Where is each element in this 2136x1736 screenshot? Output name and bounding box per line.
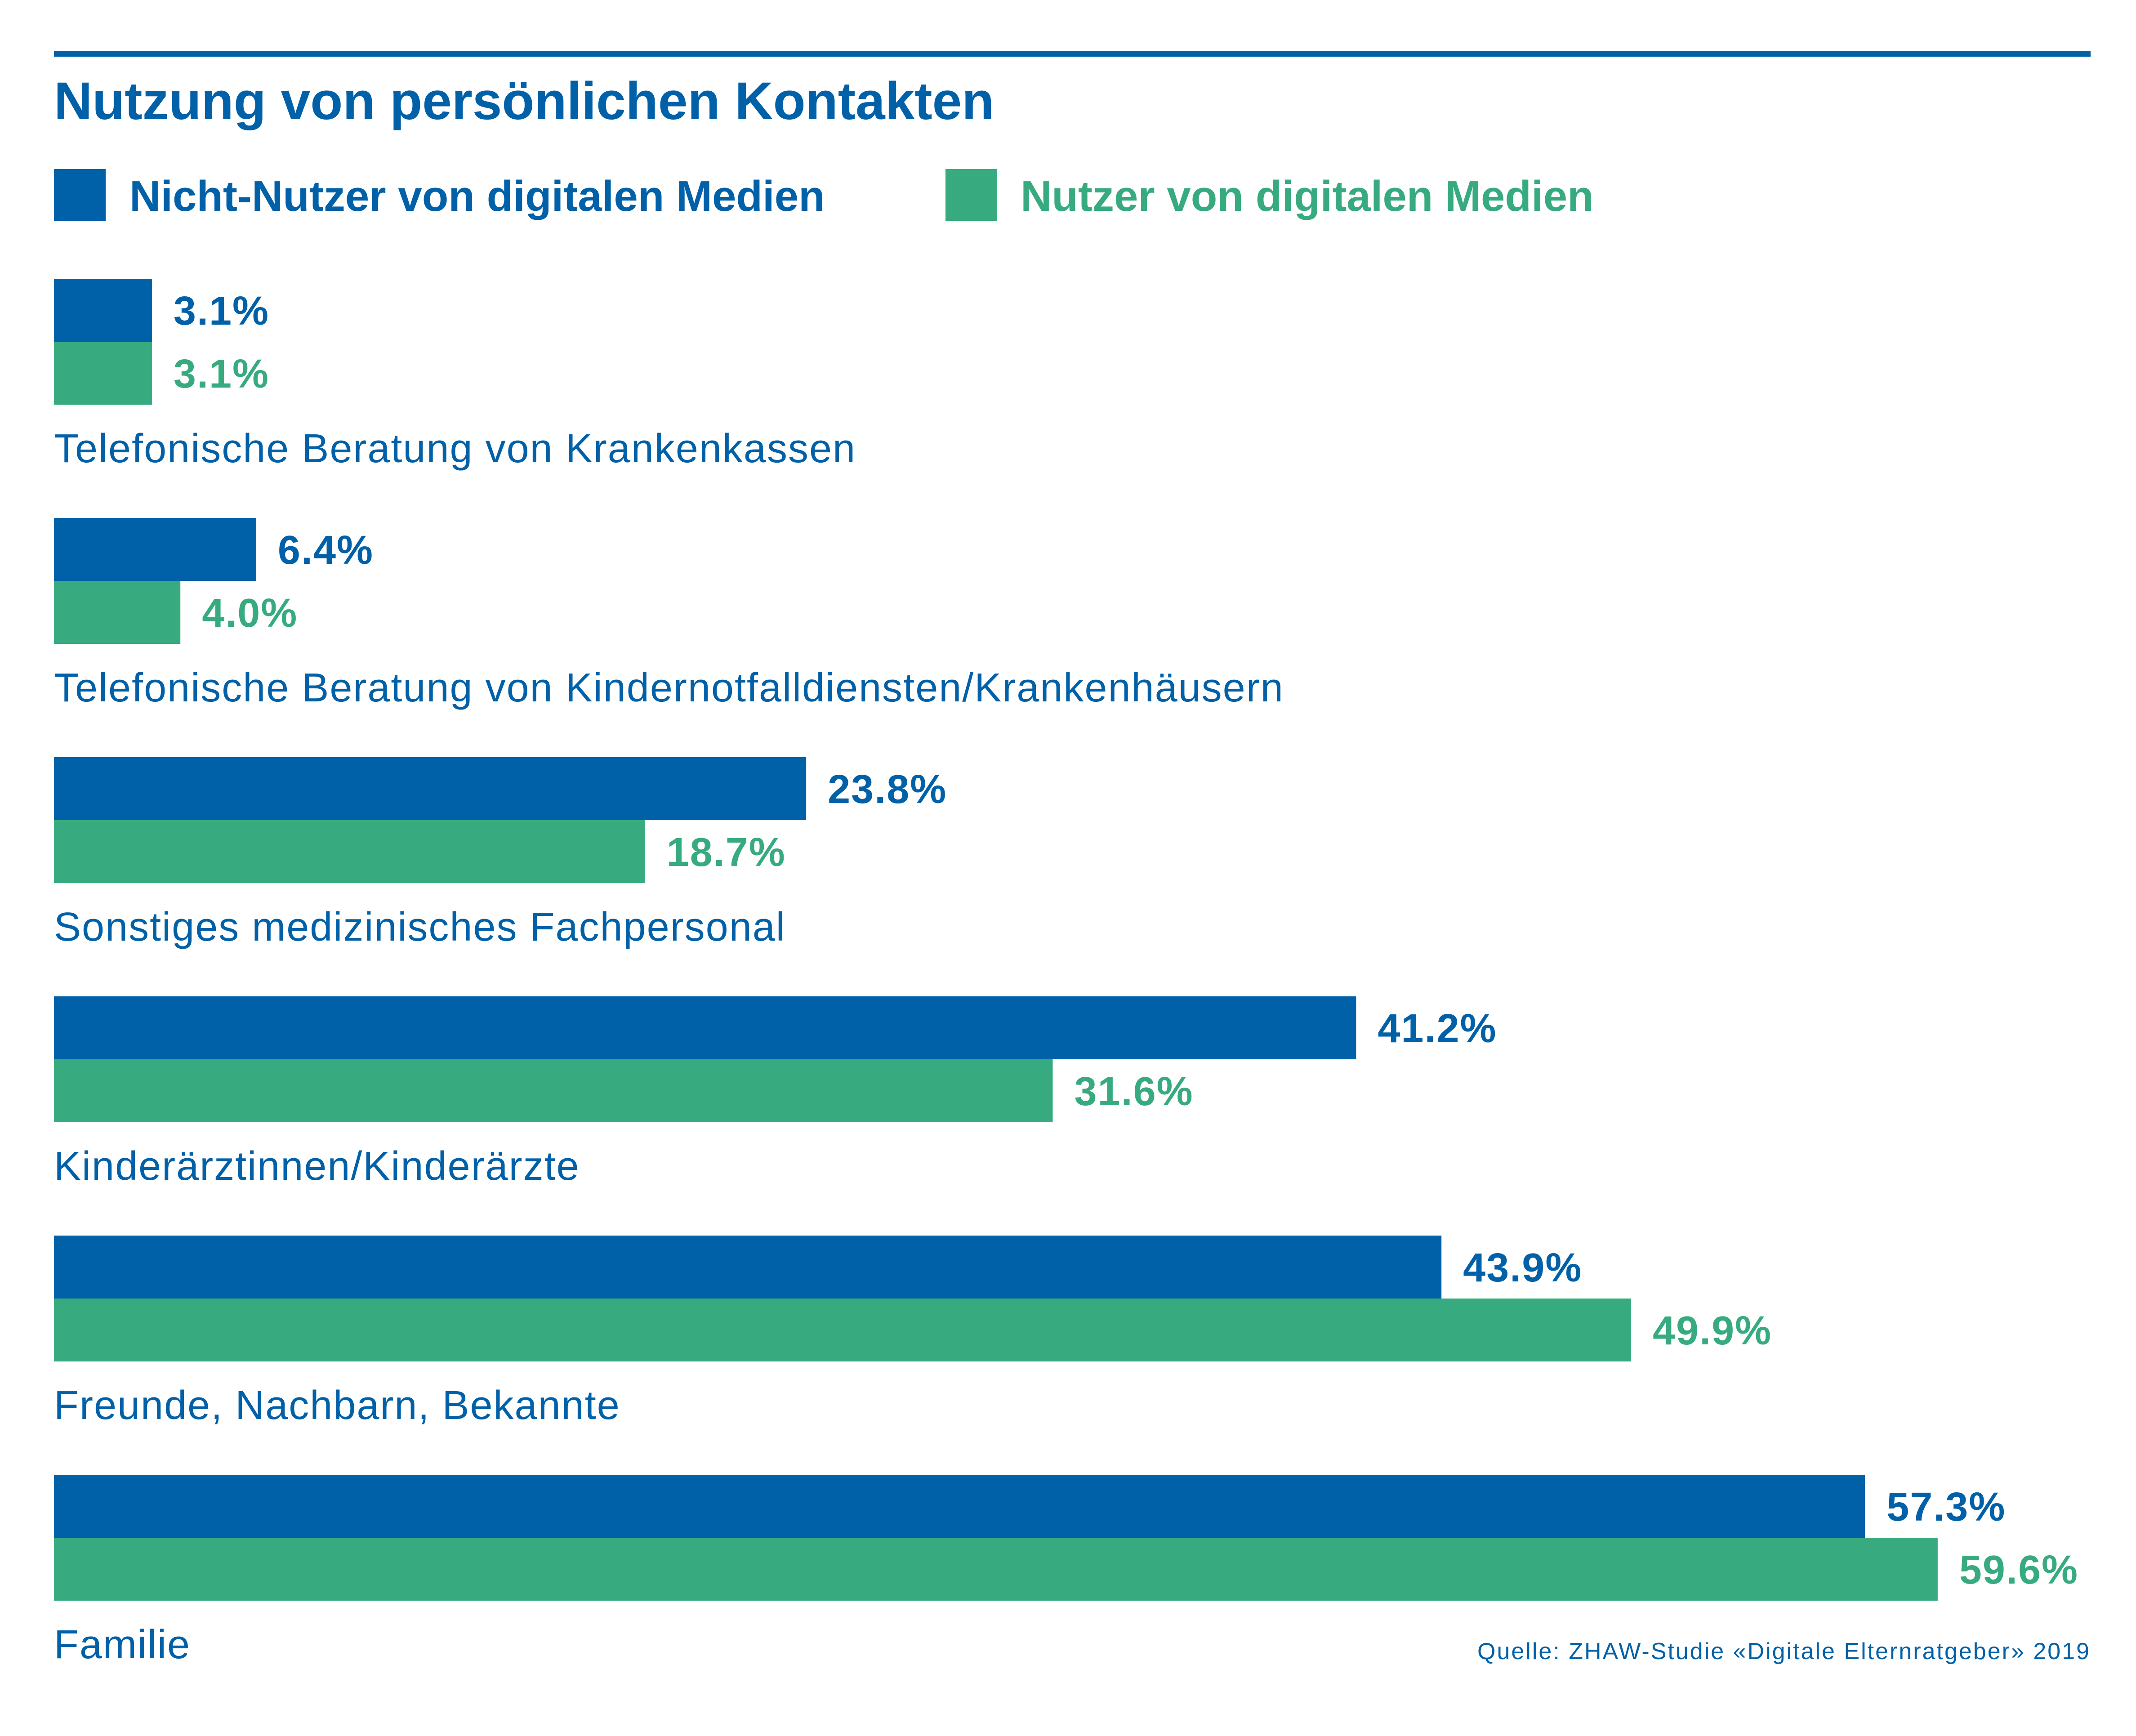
bar-non-users-4 <box>54 1236 1442 1299</box>
value-label-users-2: 18.7% <box>667 830 786 875</box>
category-label-0: Telefonische Beratung von Krankenkassen <box>54 426 856 471</box>
legend-label-non-users: Nicht-Nutzer von digitalen Medien <box>129 172 825 220</box>
value-label-users-1: 4.0% <box>202 591 298 636</box>
bar-users-0 <box>54 342 152 405</box>
legend-swatch-non-users <box>54 169 106 221</box>
value-label-non-users-3: 41.2% <box>1378 1006 1497 1051</box>
bar-users-2 <box>54 820 645 883</box>
category-label-1: Telefonische Beratung von Kindernotfalld… <box>54 665 1284 710</box>
bar-non-users-3 <box>54 996 1356 1059</box>
legend-label-users: Nutzer von digitalen Medien <box>1021 172 1594 220</box>
bar-users-1 <box>54 581 181 644</box>
bar-non-users-0 <box>54 279 152 342</box>
value-label-users-0: 3.1% <box>174 352 269 397</box>
bar-users-3 <box>54 1059 1053 1122</box>
value-label-users-5: 59.6% <box>1959 1548 2078 1593</box>
bar-users-5 <box>54 1538 1938 1601</box>
bar-users-4 <box>54 1299 1631 1361</box>
bars-group: 3.1% 3.1% Telefonische Beratung von Kranke… <box>54 279 2078 1667</box>
value-label-non-users-2: 23.8% <box>828 767 947 812</box>
legend-swatch-users <box>945 169 997 221</box>
top-rule <box>54 51 2091 57</box>
bar-non-users-1 <box>54 518 256 581</box>
value-label-non-users-1: 6.4% <box>278 528 374 573</box>
source-note: Quelle: ZHAW-Studie «Digitale Elternratg… <box>1477 1638 2091 1665</box>
bar-non-users-5 <box>54 1475 1865 1538</box>
category-label-2: Sonstiges medizinisches Fachpersonal <box>54 905 786 950</box>
value-label-users-3: 31.6% <box>1074 1069 1193 1114</box>
category-label-5: Familie <box>54 1622 191 1667</box>
chart-title: Nutzung von persönlichen Kontakten <box>54 71 994 131</box>
category-label-4: Freunde, Nachbarn, Bekannte <box>54 1383 620 1428</box>
value-label-non-users-4: 43.9% <box>1463 1245 1582 1290</box>
category-label-3: Kinderärztinnen/Kinderärzte <box>54 1144 580 1189</box>
value-label-non-users-5: 57.3% <box>1886 1485 2006 1530</box>
value-label-users-4: 49.9% <box>1653 1308 1772 1353</box>
value-label-non-users-0: 3.1% <box>174 289 269 334</box>
bar-non-users-2 <box>54 757 807 820</box>
